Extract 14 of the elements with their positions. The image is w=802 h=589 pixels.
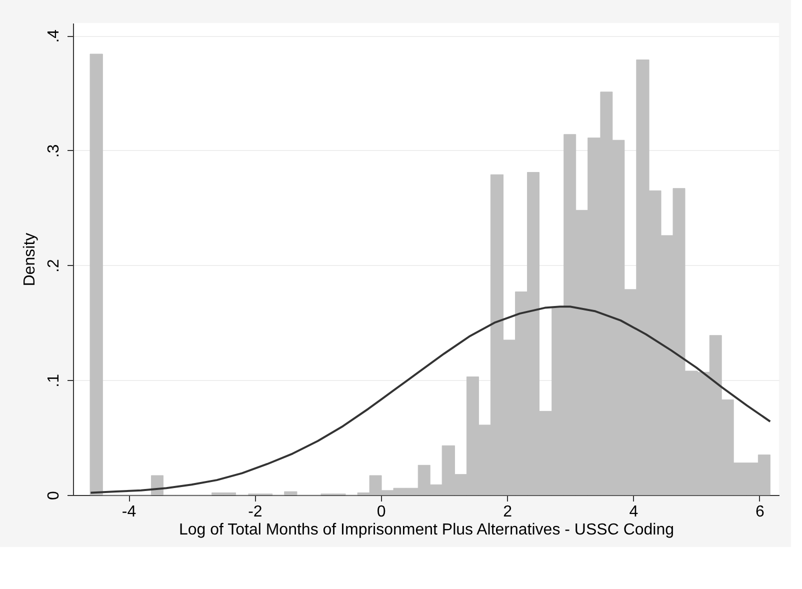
x-tick-label: 6: [755, 504, 764, 520]
line-series: [90, 306, 772, 494]
x-tick-label: 2: [503, 504, 512, 520]
x-axis-title: Log of Total Months of Imprisonment Plus Alternatives - USSC Coding: [178, 522, 674, 538]
y-tick-label: .3: [46, 144, 62, 158]
x-tick-label: -2: [248, 504, 262, 520]
x-tick-label: 4: [629, 504, 638, 520]
y-tick-label: .4: [46, 29, 62, 43]
x-tick-label: -4: [122, 504, 136, 520]
y-tick-label: 0: [46, 490, 62, 500]
y-axis-title: Density: [22, 232, 38, 286]
x-tick-label: 0: [376, 504, 386, 520]
y-tick-label: .1: [46, 374, 62, 388]
y-tick-label: .2: [46, 259, 62, 272]
